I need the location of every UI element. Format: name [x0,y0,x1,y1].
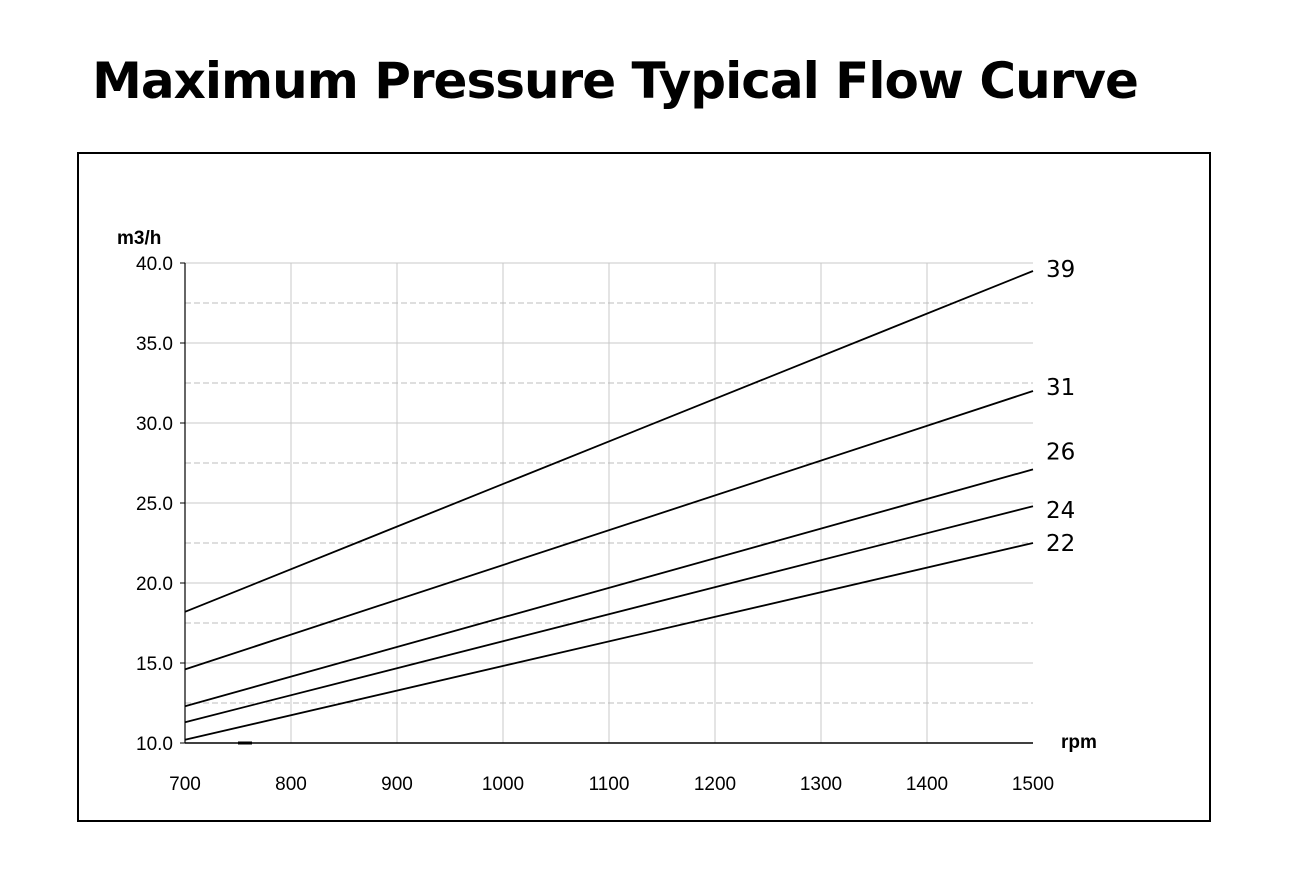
y-tick-label: 30.0 [136,414,173,435]
x-tick-label: 1200 [694,774,736,795]
chart-frame [77,152,1211,822]
series-line-26 [184,468,1034,708]
x-tick-label: 800 [275,774,307,795]
y-tick-label: 25.0 [136,494,173,515]
x-tick-label: 1100 [589,774,630,795]
chart-title: Maximum Pressure Typical Flow Curve [92,52,1139,110]
axes-layer: 10.0 15.0 20.0 25.0 30.0 35.0 40.0 700 800 900 100… [117,228,1097,795]
series-line-24 [184,505,1034,724]
series-label-22: 22 [1046,531,1075,557]
series-line-31 [184,390,1034,671]
x-tick-label: 1500 [1012,774,1054,795]
y-tick-label: 10.0 [136,734,173,755]
x-tick-label: 1300 [800,774,842,795]
y-tick-label: 15.0 [136,654,173,675]
x-tick-label: 1400 [906,774,948,795]
series-label-31: 31 [1046,375,1075,401]
labels-layer: 39 31 26 24 22 [1046,257,1075,557]
series-layer [184,270,1034,741]
y-tick-label: 35.0 [136,334,173,355]
x-tick-label: 900 [381,774,413,795]
series-label-24: 24 [1046,498,1075,524]
x-tick-label: 1000 [482,774,524,795]
grid-layer [185,262,1033,743]
y-axis-label: m3/h [117,228,161,249]
x-axis-label: rpm [1061,732,1097,753]
y-tick-label: 40.0 [136,254,173,275]
series-line-22 [184,542,1034,741]
series-label-39: 39 [1046,257,1075,283]
series-line-39 [184,270,1034,613]
y-tick-label: 20.0 [136,574,173,595]
series-label-26: 26 [1046,439,1075,465]
x-tick-label: 700 [169,774,201,795]
